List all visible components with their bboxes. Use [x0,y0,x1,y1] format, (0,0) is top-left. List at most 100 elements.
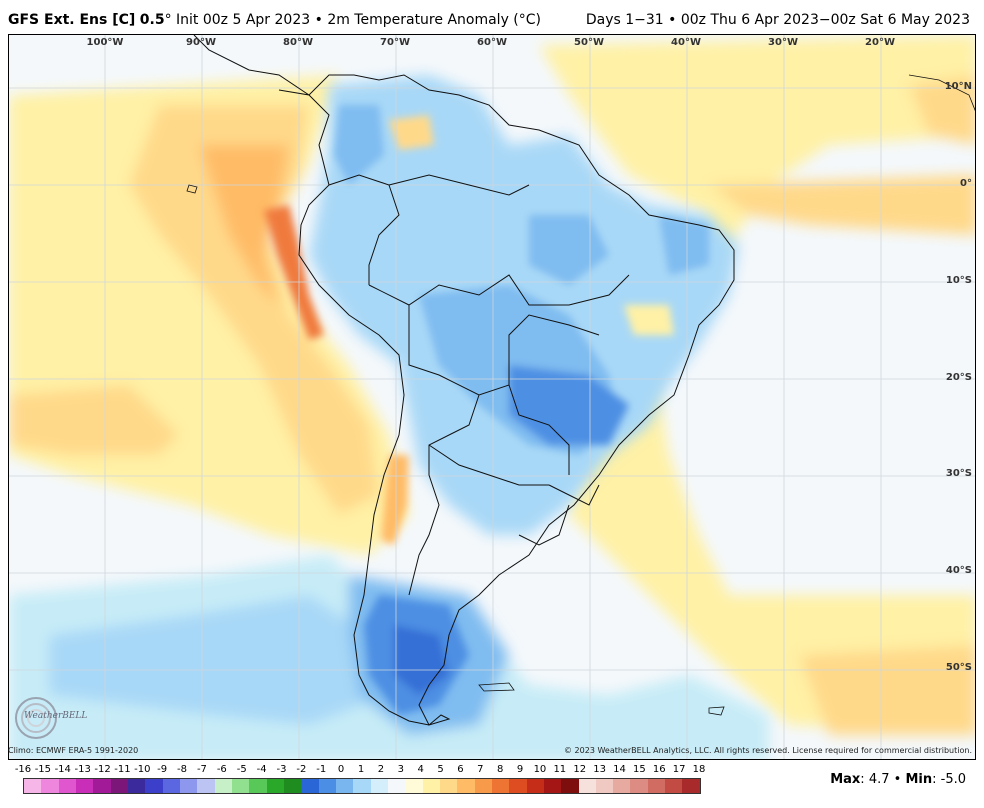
logo-text: WeatherBELL [24,711,88,721]
colorbar-tick-label: 18 [692,764,706,775]
degree-symbol: ° [164,12,172,28]
colorbar-tick-label: -7 [196,764,207,775]
warm-anomaly-zones [9,35,975,735]
colorbar-cell [301,779,319,793]
anomaly-map-graphic [9,35,975,759]
colorbar-tick-label: -9 [157,764,168,775]
copyright-note: © 2023 WeatherBELL Analytics, LLC. All r… [564,746,972,755]
colorbar-tick-label: 2 [377,764,385,775]
colorbar-cell [491,779,510,793]
colorbar-cell [214,779,232,793]
min-label: Min [905,772,933,787]
colorbar-tick-label: 15 [632,764,646,775]
colorbar-cell [318,779,336,793]
colorbar-cell [110,779,128,793]
colorbar-tick-label: -3 [276,764,287,775]
colorbar-cell [127,779,146,793]
colorbar-cell [249,779,267,793]
colorbar-tick-label: 16 [652,764,666,775]
stats-separator: • [893,772,902,787]
colorbar-cell [595,779,614,793]
graticule [9,35,975,759]
colorbar-tick-label: -13 [74,764,91,775]
map-title: GFS Ext. Ens [C] 0.5° Init 00z 5 Apr 202… [8,12,541,28]
colorbar-tick-label: 7 [477,764,484,775]
colorbar-cell [578,779,596,793]
lat-label-50s: 50°S [945,662,972,673]
model-resolution: 0.5 [139,12,165,28]
colorbar-tick-label: -12 [94,764,111,775]
colorbar-cell [231,779,250,793]
colorbar-tick-label: 4 [417,764,424,775]
colorbar-cell [24,779,42,793]
colorbar-tick-label: -10 [134,764,151,775]
colorbar-cell [197,779,215,793]
colorbar-cell [405,779,423,793]
colorbar-tick-label: -15 [34,764,52,775]
colorbar-cell [41,779,59,793]
colorbar-cell [370,779,388,793]
colorbar-tick-label: 3 [397,764,404,775]
lon-label-40w: 40°W [671,37,701,48]
colorbar-tick-label: 17 [672,764,686,775]
colorbar-tick-label: -8 [177,764,188,775]
anomaly-map [8,34,976,760]
colorbar-cell [75,779,94,793]
max-label: Max [830,772,861,787]
init-time: Init 00z 5 Apr 2023 [176,12,311,28]
colorbar-tick-label: -1 [316,764,327,775]
colorbar-cell [93,779,111,793]
cold-anomaly-cores [334,105,709,715]
hot-anomaly-peru [264,205,409,545]
colorbar-tick-label: 13 [593,764,606,775]
colorbar-cell [647,779,666,793]
colorbar-cell [387,779,406,793]
colorbar-tick-label: -5 [236,764,247,775]
colorbar [23,778,701,794]
lat-label-20s: 20°S [945,372,972,383]
colorbar-tick-label: -16 [14,764,32,775]
lon-label-100w: 100°W [86,37,124,48]
colorbar-tick-label: 0 [337,764,345,775]
colorbar-cell [283,779,302,793]
colorbar-tick-label: -2 [296,764,307,775]
colorbar-cell [266,779,284,793]
colorbar-cell [145,779,163,793]
lat-label-0: 0° [960,178,972,189]
colorbar-tick-label: -14 [54,764,71,775]
lon-label-70w: 70°W [380,37,410,48]
lon-label-60w: 60°W [477,37,507,48]
model-name: GFS Ext. Ens [C] [8,12,136,28]
weatherbell-logo [15,697,57,739]
colorbar-cell [422,779,440,793]
colorbar-cell [335,779,354,793]
parameter-name: 2m Temperature Anomaly (°C) [327,12,541,28]
colorbar-cell [630,779,648,793]
lat-label-40s: 40°S [945,565,972,576]
lat-label-30s: 30°S [945,468,972,479]
colorbar-tick-label: 12 [573,764,587,775]
colorbar-cell [353,779,371,793]
max-value: 4.7 [868,772,890,787]
colorbar-tick-label: 11 [553,764,567,775]
colorbar-cell [509,779,527,793]
lon-label-30w: 30°W [768,37,798,48]
warm-anomaly-venezuela [389,115,674,335]
title-bullet: • [314,12,323,28]
colorbar-tick-label: -11 [114,764,131,775]
colorbar-cell [474,779,492,793]
valid-period: Days 1−31 • 00z Thu 6 Apr 2023−00z Sat 6… [585,12,970,28]
lon-label-20w: 20°W [865,37,895,48]
lat-label-10s: 10°S [945,275,972,286]
colorbar-cell [58,779,76,793]
min-value: -5.0 [940,772,966,787]
colorbar-tick-label: 5 [437,764,444,775]
colorbar-tick-label: 14 [613,764,626,775]
colorbar-cell [561,779,579,793]
colorbar-tick-label: -6 [216,764,227,775]
colorbar-cell [439,779,458,793]
coastline [193,35,735,726]
colorbar-tick-label: 6 [457,764,464,775]
colorbar-cell [665,779,683,793]
lat-label-10n: 10°N [944,81,972,92]
